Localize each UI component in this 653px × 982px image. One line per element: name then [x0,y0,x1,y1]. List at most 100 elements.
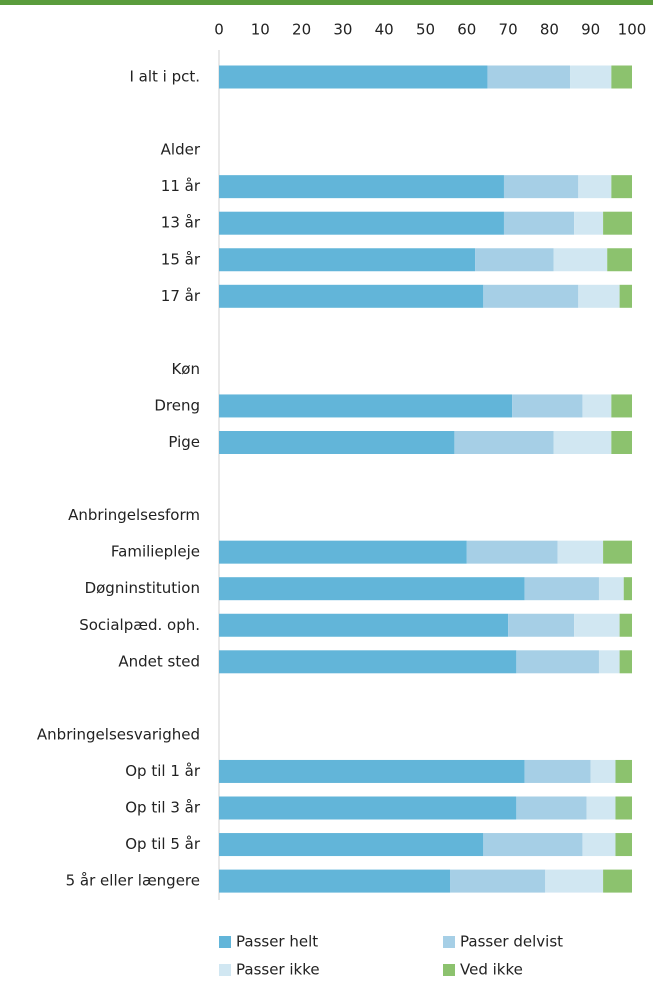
legend-label: Passer helt [236,933,318,951]
bar-segment [512,394,583,418]
bar-segment [619,284,632,308]
bar-segment [603,211,632,235]
x-tick-label: 70 [499,21,518,39]
category-label: I alt i pct. [129,68,200,86]
category-label: Dreng [154,396,200,414]
bar-segment [553,248,608,272]
bar-segment [582,833,616,857]
bar-segment [219,284,484,308]
bar-segment [219,394,513,418]
category-label: Andet sted [118,652,200,670]
bar-segment [516,796,587,820]
bar-segment [603,869,632,893]
legend-label: Passer delvist [460,933,563,951]
bar-segment [219,759,525,783]
bar-segment [219,431,455,454]
bar-segment [619,650,632,674]
bar-segment [219,248,476,272]
bar-segment [219,650,517,674]
bar-segment [598,650,620,674]
bar-segment [487,65,571,89]
category-label: Døgninstitution [85,579,200,597]
legend-swatch [219,964,231,976]
bar-segment [611,65,632,89]
x-tick-label: 20 [292,21,311,39]
legend-label: Ved ikke [460,961,523,979]
bar-segment [503,211,575,235]
legend-swatch [443,964,455,976]
x-tick-label: 0 [214,21,224,39]
bar-segment [508,613,575,637]
x-tick-label: 60 [457,21,476,39]
category-label: 13 år [161,214,201,232]
bar-segment [219,175,504,199]
bar-segment [615,796,632,820]
bar-segment [603,540,632,564]
bar-segment [586,796,616,820]
category-label: Socialpæd. oph. [79,616,200,634]
bar-segment [219,540,467,564]
category-label: Køn [171,360,200,378]
category-label: Familiepleje [111,543,200,561]
category-label: Anbringelsesvarighed [37,725,200,743]
category-label: Op til 1 år [125,762,201,780]
bar-segment [611,394,632,418]
bar-segment [483,833,583,857]
bar-segment [623,577,632,601]
x-tick-label: 30 [333,21,352,39]
bar-segment [578,284,620,308]
bar-segment [450,869,546,893]
bar-segment [574,211,604,235]
bar-segment [524,759,591,783]
bar-segment [582,394,612,418]
x-tick-label: 90 [581,21,600,39]
bar-segment [219,833,484,857]
bar-segment [516,650,599,674]
category-label: 11 år [161,177,201,195]
legend-swatch [219,936,231,948]
x-tick-label: 50 [416,21,435,39]
category-label: Alder [161,141,201,159]
bar-segment [219,613,509,637]
bar-segment [553,431,612,454]
bar-segment [524,577,599,601]
bar-segment [503,175,579,199]
category-label: 17 år [161,287,201,305]
bar-segment [607,248,632,272]
bar-segment [619,613,632,637]
bar-segment [219,869,451,893]
bar-segment [578,175,612,199]
bar-segment [574,613,620,637]
bar-segment [557,540,604,564]
bar-segment [611,175,632,199]
category-label: Op til 3 år [125,799,201,817]
bar-segment [615,759,632,783]
bar-segment [454,431,554,454]
x-tick-label: 80 [540,21,559,39]
x-tick-label: 100 [618,21,647,39]
category-label: Pige [168,433,200,451]
legend-label: Passer ikke [236,961,320,979]
bar-segment [219,796,517,820]
category-label: Op til 5 år [125,835,201,853]
bar-segment [611,431,632,454]
x-tick-label: 10 [251,21,270,39]
category-label: 5 år eller længere [66,872,200,890]
bar-segment [483,284,579,308]
category-label: 15 år [161,250,201,268]
bar-segment [219,211,504,235]
top-rule [0,0,653,5]
bar-segment [475,248,554,272]
category-label: Anbringelsesform [68,506,200,524]
bar-segment [545,869,604,893]
bar-segment [466,540,558,564]
bar-segment [590,759,616,783]
legend-swatch [443,936,455,948]
bar-segment [570,65,612,89]
bar-segment [598,577,624,601]
bar-segment [219,577,525,601]
x-tick-label: 40 [375,21,394,39]
bar-segment [219,65,488,89]
bar-segment [615,833,632,857]
